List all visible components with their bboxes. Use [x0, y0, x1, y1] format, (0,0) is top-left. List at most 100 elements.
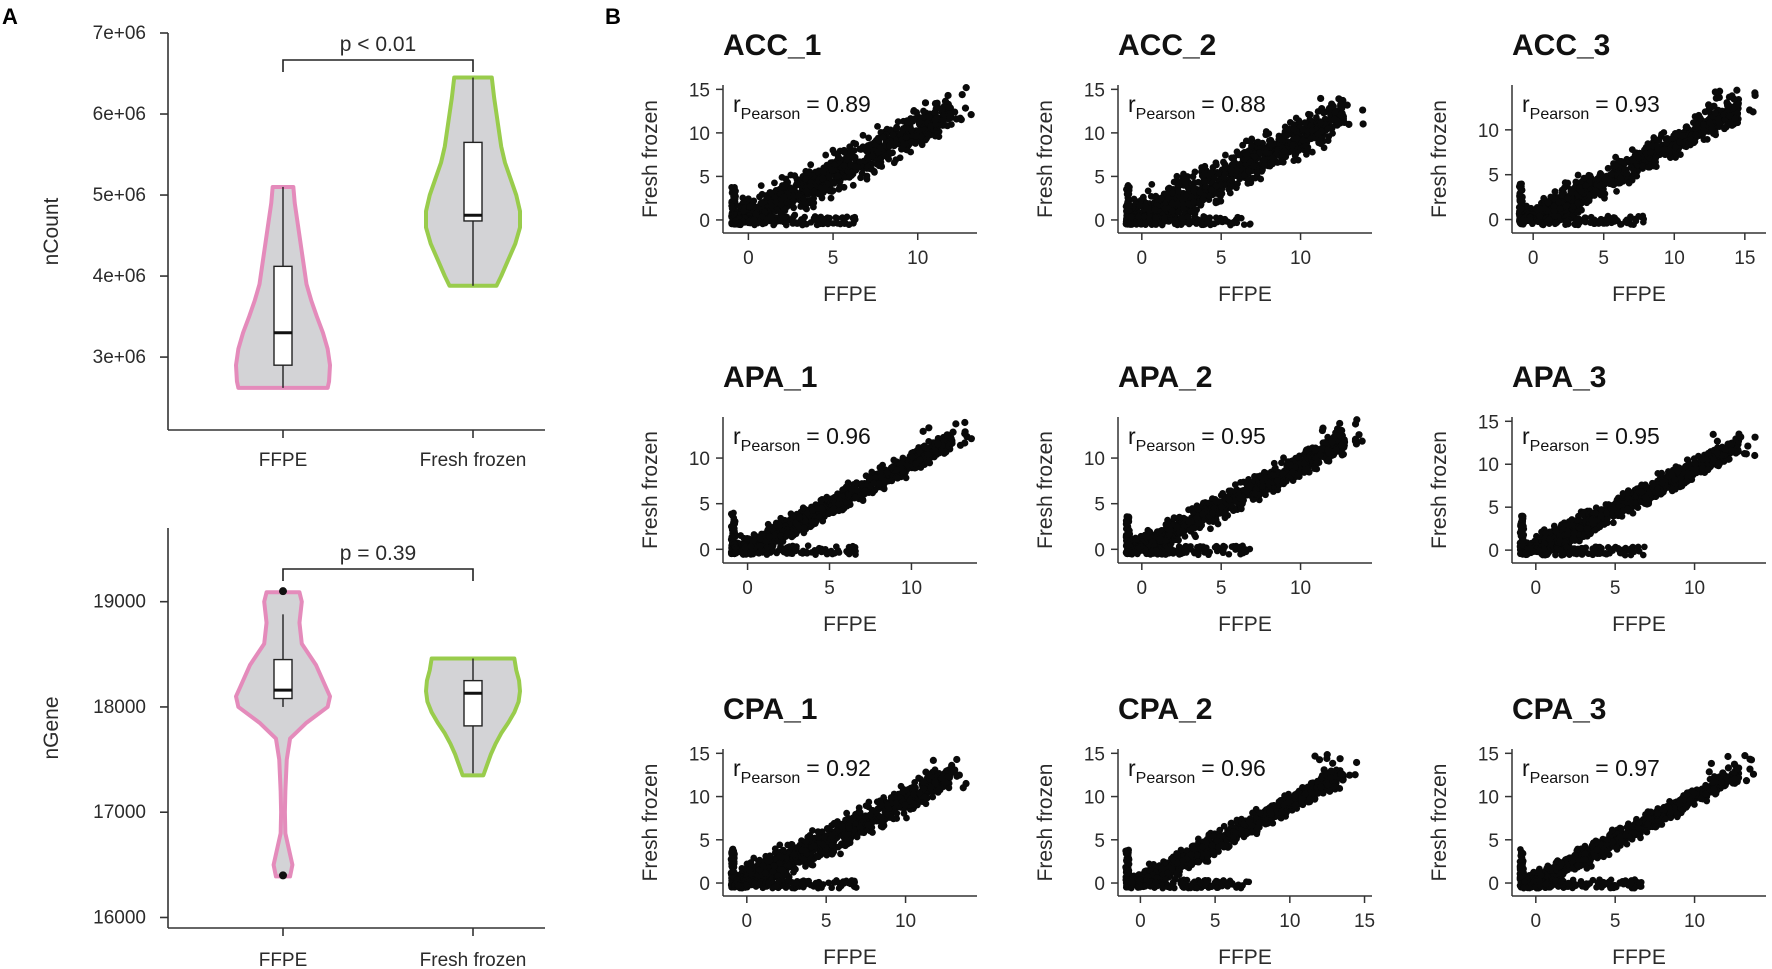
data-point	[743, 534, 751, 542]
y-tick-label: 18000	[93, 697, 146, 718]
x-tick-label: 5	[1598, 248, 1609, 269]
data-point	[1185, 220, 1193, 228]
data-point	[777, 201, 785, 209]
data-point	[1152, 214, 1159, 221]
data-point	[817, 496, 825, 504]
violin-fresh-frozen	[424, 656, 522, 778]
data-point	[1517, 198, 1524, 206]
data-point	[958, 91, 966, 99]
data-point	[1324, 125, 1332, 133]
data-point	[750, 216, 758, 223]
data-point	[1169, 189, 1176, 197]
data-point	[1180, 170, 1187, 178]
data-point	[1293, 134, 1301, 142]
panel-b-label: B	[605, 4, 621, 29]
y-tick-label: 10	[689, 449, 710, 470]
data-point	[785, 549, 793, 556]
data-point	[1526, 216, 1534, 224]
data-point	[756, 542, 764, 550]
data-point	[909, 453, 916, 461]
x-tick-label: 10	[1290, 248, 1311, 269]
y-tick-label: 10	[689, 124, 710, 145]
data-point	[1236, 160, 1243, 168]
data-point	[800, 524, 808, 532]
data-point	[1715, 119, 1723, 127]
data-point	[1234, 180, 1241, 188]
data-point	[801, 213, 808, 221]
data-point	[808, 518, 816, 526]
data-point	[1596, 182, 1604, 190]
data-point	[934, 440, 942, 448]
data-point	[1711, 109, 1719, 117]
data-point	[956, 441, 965, 449]
data-point	[833, 543, 840, 550]
data-point	[777, 514, 785, 522]
y-tick-label: 15	[689, 80, 710, 101]
data-point	[1292, 114, 1300, 122]
data-point	[827, 194, 835, 202]
data-point	[944, 122, 951, 130]
data-point	[771, 179, 778, 187]
data-point	[843, 213, 851, 221]
data-point	[902, 133, 910, 141]
data-point	[1257, 175, 1265, 183]
data-point	[768, 202, 775, 210]
data-point	[834, 172, 841, 180]
data-point	[961, 104, 970, 112]
x-tick-label: 5	[828, 248, 839, 269]
data-point	[1340, 113, 1348, 120]
data-point	[1200, 213, 1207, 220]
data-point	[1548, 194, 1556, 202]
data-point	[1189, 173, 1197, 180]
data-point	[746, 203, 754, 210]
data-point	[835, 507, 843, 515]
data-point	[894, 118, 902, 126]
x-category-label: Fresh frozen	[420, 950, 527, 969]
pearson-annotation: rPearson = 0.89	[733, 91, 871, 123]
y-tick-label: 15	[1084, 80, 1105, 101]
data-point	[790, 543, 797, 551]
data-point	[763, 216, 771, 224]
plot-title: ACC_1	[723, 29, 821, 62]
data-point	[801, 220, 808, 228]
data-point	[804, 169, 812, 176]
data-point	[1317, 119, 1325, 127]
data-point	[732, 187, 739, 195]
pearson-r: r	[733, 91, 741, 117]
data-point	[1317, 94, 1325, 103]
data-point	[802, 175, 809, 183]
data-point	[1563, 218, 1570, 225]
data-point	[851, 163, 859, 171]
data-point	[1691, 138, 1699, 145]
data-point	[1245, 167, 1252, 175]
point-cloud	[1122, 94, 1367, 229]
y-tick-label: 4e+06	[93, 266, 146, 287]
data-point	[1692, 131, 1700, 139]
data-point	[859, 131, 867, 139]
data-point	[832, 214, 840, 221]
data-point	[1280, 147, 1288, 155]
data-point	[890, 456, 898, 464]
data-point	[737, 221, 744, 229]
data-point	[1220, 165, 1228, 173]
data-point	[1212, 161, 1220, 169]
y-tick-label: 7e+06	[93, 23, 146, 44]
data-point	[757, 182, 765, 190]
panel-a-label: A	[2, 4, 18, 29]
y-axis-title: Fresh frozen	[639, 431, 662, 549]
data-point	[1151, 206, 1159, 214]
data-point	[925, 424, 933, 432]
y-tick-label: 5	[699, 495, 710, 516]
data-point	[781, 214, 788, 221]
data-point	[1190, 187, 1198, 195]
violin-fresh-frozen	[424, 75, 522, 288]
data-point	[846, 173, 853, 181]
data-point	[1556, 205, 1564, 213]
data-point	[830, 179, 838, 187]
data-point	[1250, 162, 1258, 170]
data-point	[931, 116, 939, 124]
data-point	[836, 183, 844, 191]
data-point	[874, 148, 882, 156]
